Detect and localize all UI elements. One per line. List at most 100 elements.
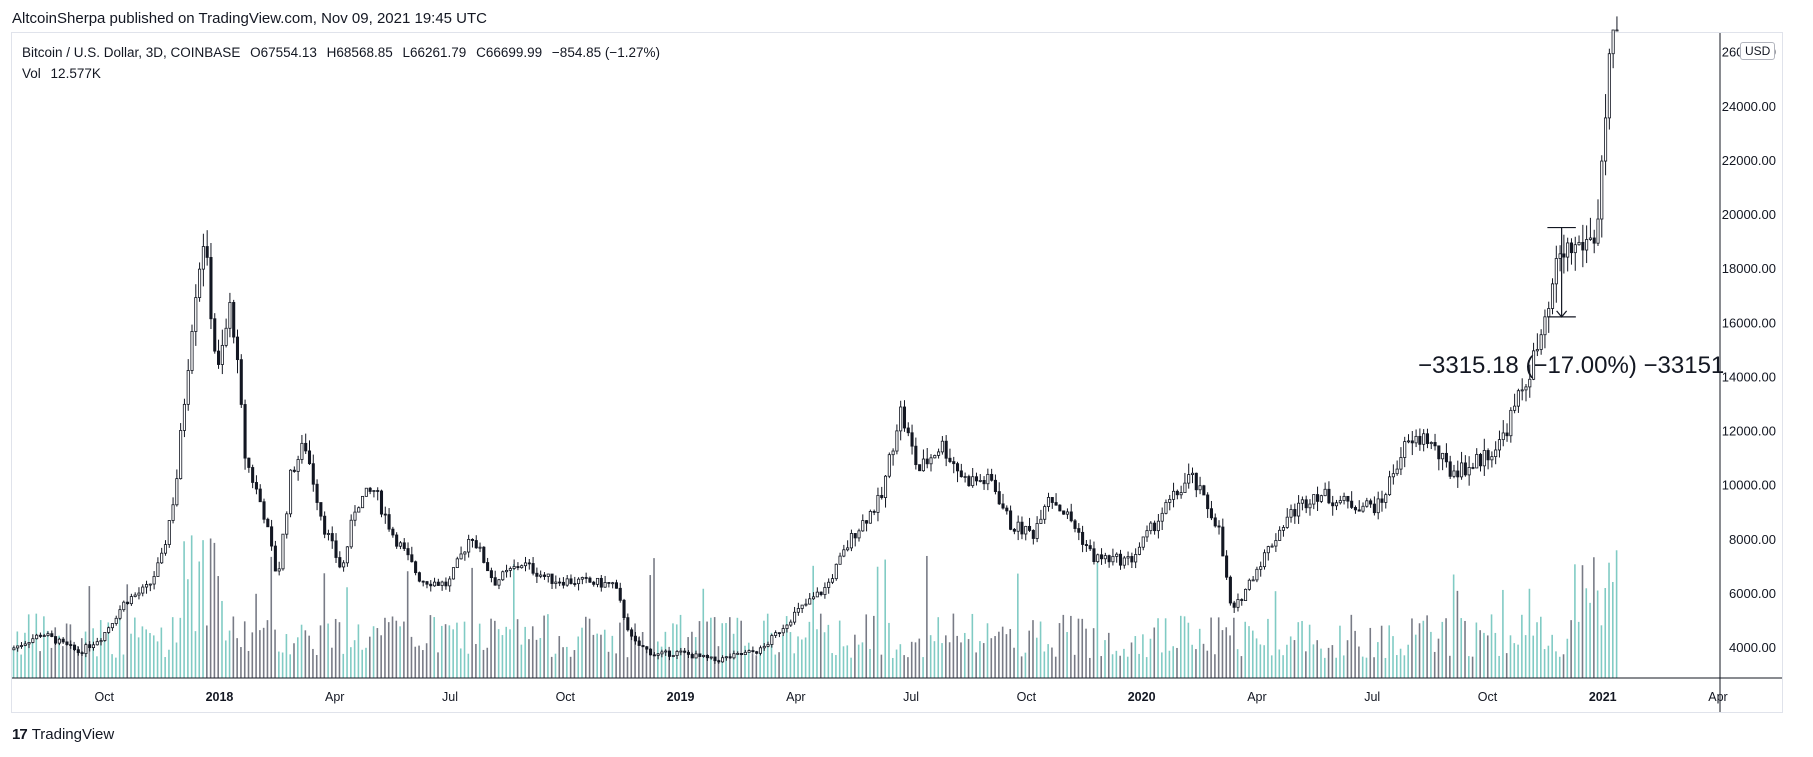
- volume-bar: [1524, 635, 1527, 678]
- volume-bar: [270, 556, 273, 678]
- volume-bar: [1305, 651, 1307, 678]
- candle-body: [512, 566, 516, 569]
- candle-body: [1437, 445, 1441, 460]
- volume-value: 12.577K: [50, 66, 101, 81]
- volume-bar: [505, 626, 508, 678]
- y-tick-label: 6000.00: [1729, 586, 1776, 601]
- candle-body: [88, 644, 92, 649]
- symbol-title[interactable]: Bitcoin / U.S. Dollar, 3D, COINBASE: [22, 45, 241, 60]
- volume-bar: [88, 586, 91, 678]
- candle-body: [1073, 520, 1077, 529]
- candle-body: [1134, 554, 1138, 563]
- volume-bar: [478, 623, 481, 678]
- volume-bar: [190, 535, 193, 678]
- volume-bar: [1411, 618, 1413, 678]
- volume-bar: [368, 636, 371, 678]
- candle-body: [539, 574, 543, 577]
- volume-bar: [1085, 628, 1087, 678]
- candle-body: [398, 542, 402, 547]
- volume-bar: [1161, 652, 1163, 678]
- candle-body: [1221, 526, 1225, 557]
- candle-body: [186, 370, 190, 405]
- volume-label[interactable]: Vol: [22, 66, 41, 81]
- volume-bar: [520, 644, 523, 678]
- volume-bar: [1464, 620, 1466, 678]
- candle-body: [463, 551, 467, 555]
- volume-bar: [1513, 643, 1516, 678]
- volume-bar: [778, 652, 780, 678]
- candle-body: [361, 495, 365, 509]
- candle-body: [1342, 495, 1346, 501]
- candle-body: [84, 644, 88, 654]
- volume-bar: [1528, 588, 1531, 678]
- candle-body: [455, 558, 459, 568]
- candle-body: [633, 635, 637, 642]
- volume-bar: [653, 558, 655, 678]
- volume-bar: [558, 636, 561, 678]
- volume-bar: [998, 631, 1000, 678]
- candle-body: [209, 257, 213, 320]
- candle-body: [1274, 540, 1278, 547]
- volume-bar: [1562, 654, 1565, 678]
- volume-bar: [1134, 636, 1137, 678]
- measure-annotation-label: −3315.18 (−17.00%) −33151: [1418, 352, 1725, 379]
- volume-bar: [869, 648, 871, 678]
- candle-body: [698, 653, 702, 657]
- candle-body: [944, 440, 948, 459]
- candle-body: [796, 608, 800, 613]
- volume-bar: [1369, 627, 1372, 678]
- volume-bar: [425, 643, 428, 678]
- candle-body: [997, 491, 1001, 505]
- chart-frame[interactable]: [11, 32, 1783, 713]
- candle-body: [1088, 545, 1092, 550]
- volume-bar: [35, 613, 38, 678]
- volume-bar: [585, 616, 587, 678]
- volume-bar: [1115, 650, 1118, 678]
- volume-bar: [160, 627, 163, 678]
- volume-bar: [1456, 590, 1459, 678]
- candle-body: [641, 645, 645, 648]
- tradingview-brand[interactable]: 17 TradingView: [12, 726, 114, 743]
- candle-body: [433, 581, 437, 587]
- volume-bar: [403, 621, 405, 678]
- candle-body: [766, 644, 770, 647]
- candle-body: [448, 578, 452, 587]
- volume-bar: [1043, 651, 1046, 678]
- volume-bar: [873, 615, 875, 678]
- candle-body: [1600, 160, 1604, 220]
- y-tick-label: 16000.00: [1722, 315, 1776, 330]
- candle-body: [16, 645, 20, 649]
- candle-body: [550, 573, 554, 584]
- volume-bar: [221, 600, 223, 678]
- candle-body: [1562, 253, 1566, 258]
- volume-bar: [725, 623, 727, 678]
- volume-bar: [482, 649, 485, 678]
- y-tick-label: 22000.00: [1722, 153, 1776, 168]
- candle-body: [743, 651, 747, 656]
- currency-badge[interactable]: USD: [1740, 42, 1776, 60]
- candle-body: [1558, 253, 1562, 259]
- candle-body: [1486, 450, 1490, 461]
- candle-body: [1539, 334, 1543, 350]
- volume-bar: [550, 656, 553, 678]
- volume-bar: [929, 635, 932, 678]
- candle-body: [1456, 470, 1460, 478]
- axis-layer: 24000.00 22000.00 20000.00 18000.00 16000.00…: [12, 33, 1782, 712]
- volume-bar: [1494, 632, 1497, 678]
- candle-body: [1009, 510, 1013, 530]
- candle-body: [876, 494, 880, 513]
- volume-bar: [1145, 657, 1148, 678]
- candle-body: [1024, 525, 1028, 535]
- volume-bar: [1149, 638, 1152, 678]
- volume-bar: [422, 650, 424, 678]
- volume-bar: [729, 617, 731, 678]
- candle-body: [637, 640, 641, 646]
- candle-body: [686, 651, 690, 655]
- candle-body: [175, 478, 179, 506]
- candle-body: [383, 513, 387, 516]
- candle-body: [470, 538, 474, 541]
- candle-body: [925, 458, 929, 465]
- volume-bar: [175, 642, 178, 678]
- candle-body: [232, 302, 236, 338]
